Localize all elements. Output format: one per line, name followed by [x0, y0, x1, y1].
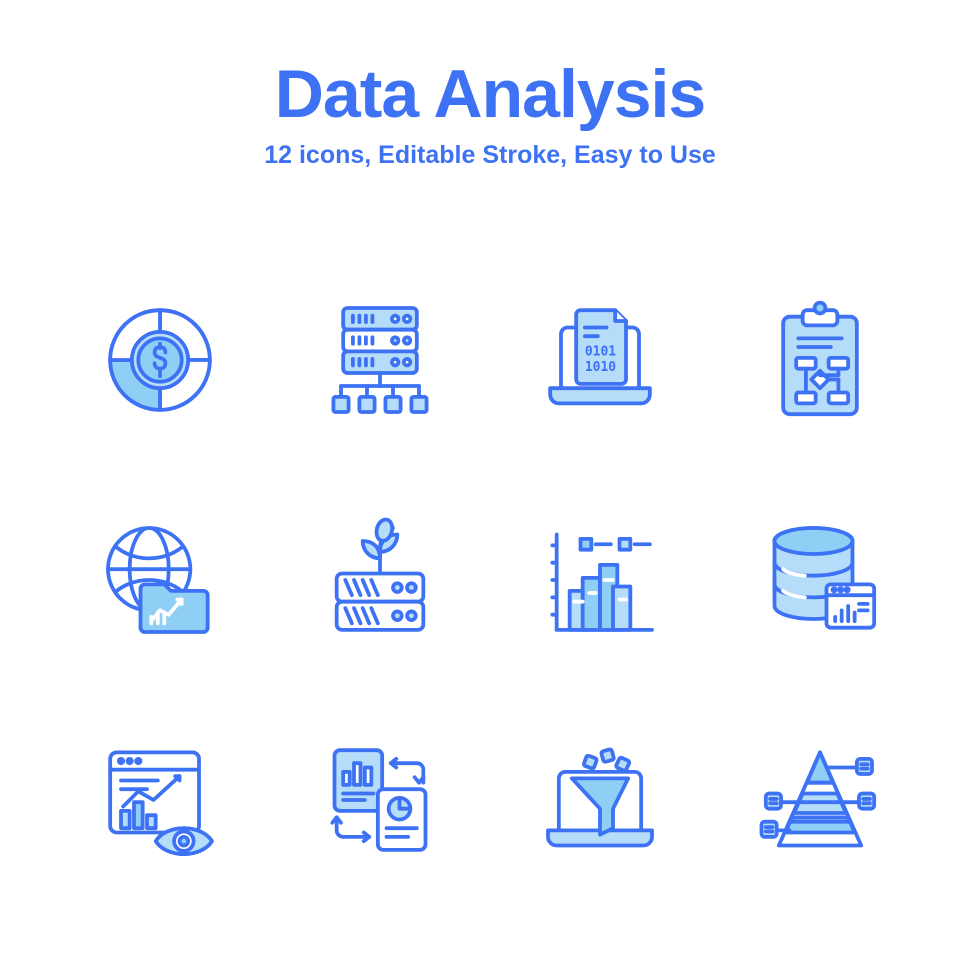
laptop-funnel-filter-icon [500, 700, 700, 900]
database-report-window-icon [720, 480, 920, 680]
clipboard-flowchart-icon [720, 260, 920, 460]
pyramid-hierarchy-icon [720, 700, 920, 900]
web-analytics-eye-icon [60, 700, 260, 900]
svg-text:1010: 1010 [585, 360, 616, 375]
svg-text:0101: 0101 [585, 345, 616, 360]
data-exchange-reports-icon [280, 700, 480, 900]
server-growth-plant-icon [280, 480, 480, 680]
page-subtitle: 12 icons, Editable Stroke, Easy to Use [264, 141, 716, 170]
laptop-binary-code-icon: 0101 1010 [500, 260, 700, 460]
globe-analytics-folder-icon [60, 480, 260, 680]
page-title: Data Analysis [275, 55, 705, 133]
donut-dollar-chart-icon [60, 260, 260, 460]
icon-grid: 0101 1010 [60, 260, 920, 900]
bar-chart-legend-icon [500, 480, 700, 680]
server-network-icon [280, 260, 480, 460]
